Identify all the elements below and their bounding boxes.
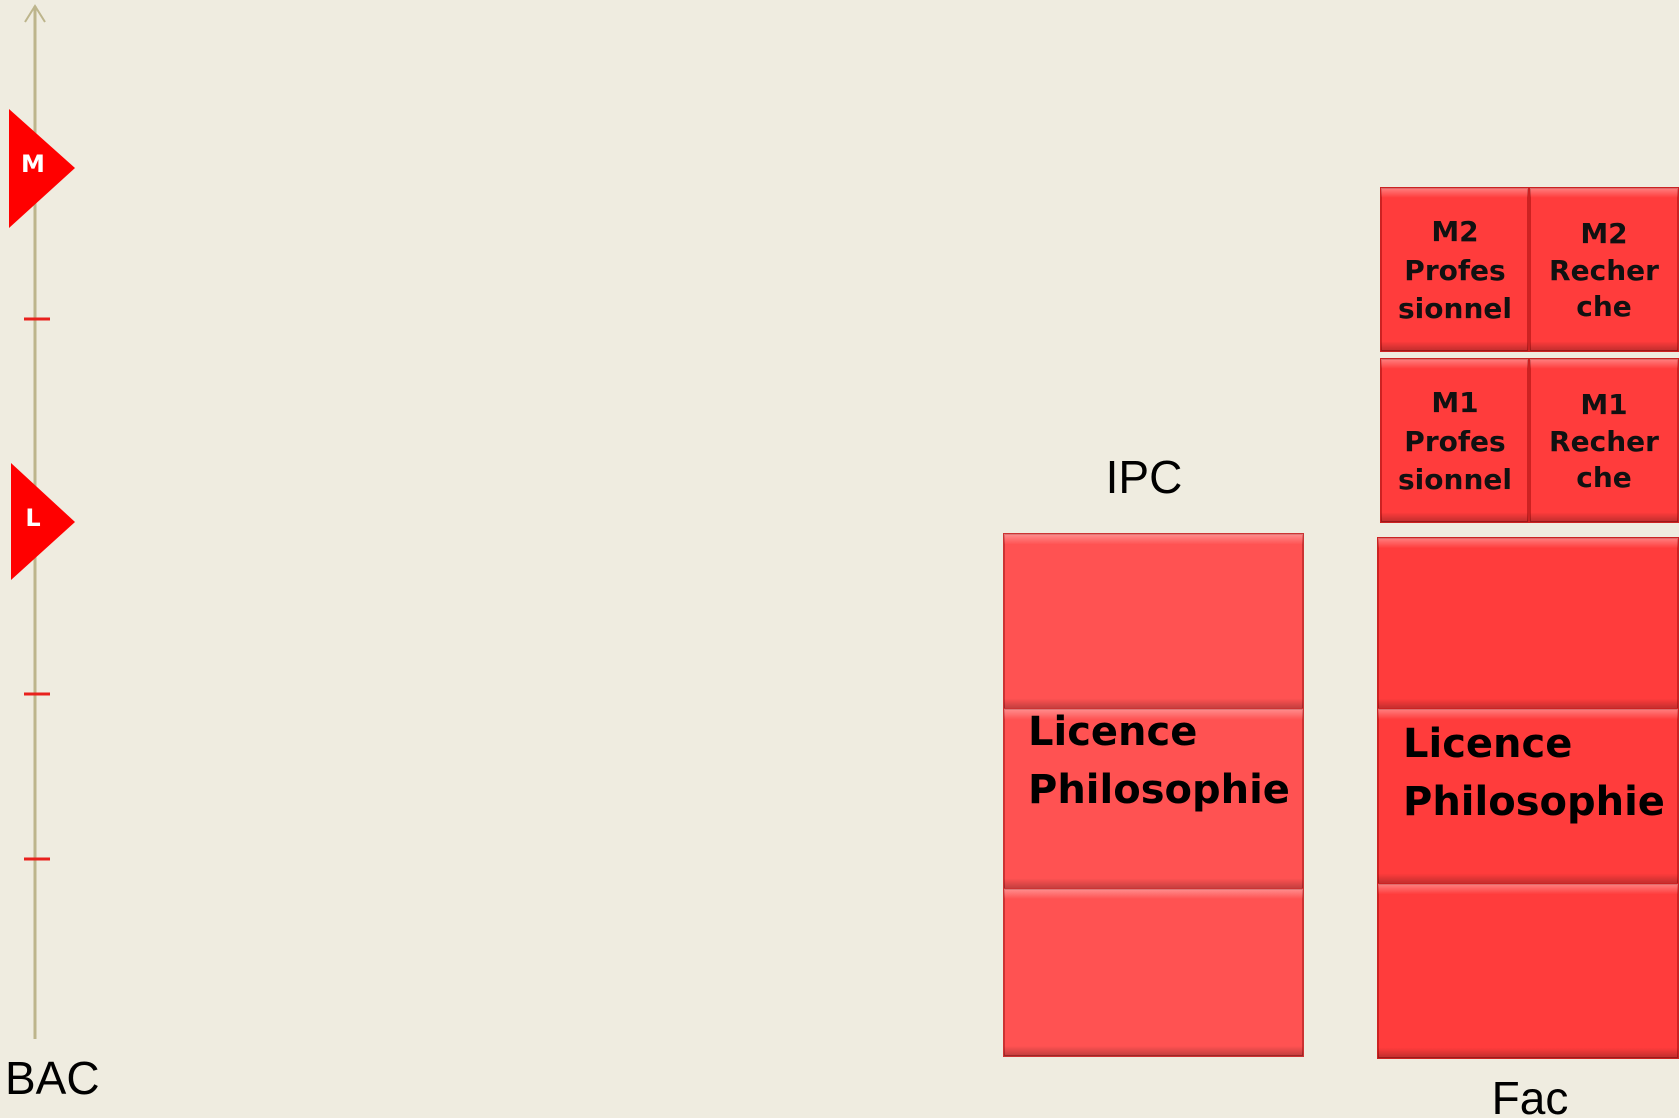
box-text: M1	[1580, 388, 1627, 421]
box-text: M2	[1431, 215, 1478, 248]
box-text: che	[1576, 461, 1632, 494]
box-text: che	[1576, 290, 1632, 323]
box-text: M1	[1431, 386, 1478, 419]
column-label: IPC	[1106, 451, 1183, 503]
block-text: Philosophie	[1403, 779, 1665, 825]
axis-label: BAC	[5, 1052, 100, 1104]
box-text: Profes	[1404, 254, 1505, 287]
box-text: Recher	[1549, 254, 1659, 287]
master-boxes	[1380, 187, 1679, 523]
marker-flag	[9, 109, 75, 228]
axis-ticks	[24, 317, 50, 861]
block-text: Philosophie	[1028, 767, 1290, 813]
marker-label: M	[21, 150, 45, 178]
ipc-block	[1003, 533, 1304, 1057]
block-text: Licence	[1028, 709, 1197, 755]
marker-flag	[11, 463, 75, 580]
box-text: Profes	[1404, 425, 1505, 458]
marker-label: L	[25, 504, 40, 532]
box-text: M2	[1580, 217, 1627, 250]
fac-block	[1377, 537, 1679, 1059]
box-text: sionnel	[1398, 292, 1512, 325]
axis-arrow	[24, 4, 46, 23]
box-text: sionnel	[1398, 463, 1512, 496]
column-label: Fac	[1492, 1072, 1569, 1118]
block-text: Licence	[1403, 721, 1572, 767]
box-text: Recher	[1549, 425, 1659, 458]
